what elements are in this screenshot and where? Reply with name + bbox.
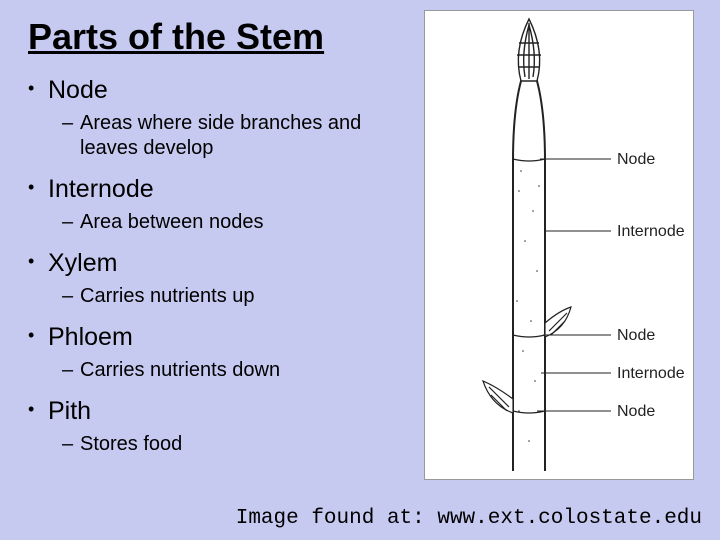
- image-credit: Image found at: www.ext.colostate.edu: [236, 507, 702, 530]
- diagram-label-internode-2: Internode: [617, 365, 685, 383]
- sub-pith: Stores food: [28, 432, 400, 457]
- sub-node: Areas where side branches and leaves dev…: [28, 111, 400, 161]
- content-area: Node Areas where side branches and leave…: [0, 58, 400, 457]
- diagram-label-node-1: Node: [617, 151, 655, 169]
- diagram-label-node-2: Node: [617, 327, 655, 345]
- sub-internode: Area between nodes: [28, 210, 400, 235]
- bullet-node: Node: [28, 76, 400, 105]
- bullet-internode: Internode: [28, 175, 400, 204]
- diagram-label-node-3: Node: [617, 403, 655, 421]
- diagram-label-internode-1: Internode: [617, 223, 685, 241]
- bullet-phloem: Phloem: [28, 323, 400, 352]
- sub-phloem: Carries nutrients down: [28, 358, 400, 383]
- sub-xylem: Carries nutrients up: [28, 284, 400, 309]
- bullet-xylem: Xylem: [28, 249, 400, 278]
- bullet-pith: Pith: [28, 397, 400, 426]
- stem-diagram: Node Internode Node Internode Node: [424, 10, 694, 480]
